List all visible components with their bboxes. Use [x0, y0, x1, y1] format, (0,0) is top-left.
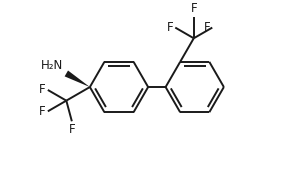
Text: F: F: [69, 123, 75, 136]
Text: F: F: [190, 2, 197, 15]
Text: F: F: [167, 21, 173, 34]
Text: F: F: [39, 84, 46, 96]
Polygon shape: [65, 70, 90, 87]
Text: H₂N: H₂N: [41, 59, 63, 71]
Text: F: F: [39, 105, 46, 118]
Text: F: F: [204, 21, 210, 34]
